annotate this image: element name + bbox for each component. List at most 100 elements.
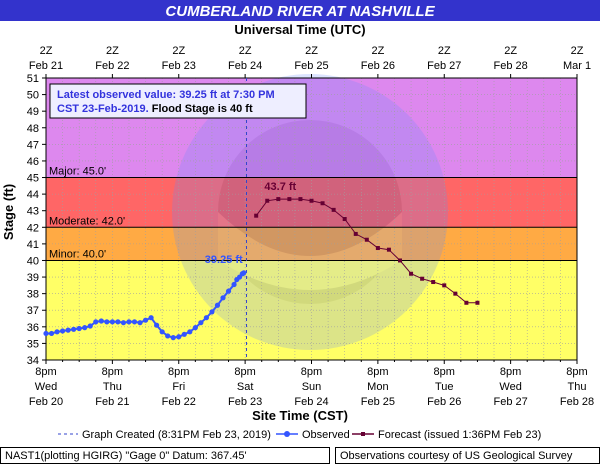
forecast-point <box>320 201 325 206</box>
noaa-seal-wave <box>218 212 402 290</box>
x-tick-label: Feb 28 <box>560 396 594 408</box>
x-tick-label: Sat <box>237 381 254 393</box>
y-axis-ticks: 34 35 36 37 38 39 40 41 42 43 44 45 46 47 48 49 50 51 <box>27 73 46 367</box>
hydrograph-chart: CUMBERLAND RIVER AT NASHVILLE Universal … <box>0 0 600 441</box>
legend-forecast: Forecast (issued 1:36PM Feb 23) <box>378 429 541 441</box>
x-tick-label: Feb 25 <box>361 396 395 408</box>
top-axis-title: Universal Time (UTC) <box>234 22 365 37</box>
x-tick-label: 8pm <box>234 366 255 378</box>
y-tick-label: 43 <box>27 206 39 218</box>
observed-point <box>148 315 154 321</box>
observed-point <box>241 270 247 276</box>
y-tick-label: 46 <box>27 156 39 168</box>
x-top-tick-label: 2Z <box>504 45 517 57</box>
observed-point <box>93 319 99 325</box>
observed-point <box>209 309 215 315</box>
forecast-point <box>298 197 303 202</box>
observed-point <box>181 331 187 337</box>
observed-point <box>87 323 93 329</box>
latest-value-line1: Latest observed value: 39.25 ft at 7:30 … <box>57 89 275 101</box>
legend-observed-marker <box>284 431 290 437</box>
x-top-tick-label: 2Z <box>106 45 119 57</box>
x-top-tick-label: Feb 22 <box>95 60 129 72</box>
y-tick-label: 36 <box>27 322 39 334</box>
latest-value-box <box>49 83 307 119</box>
x-tick-label: 8pm <box>168 366 189 378</box>
forecast-point <box>386 247 391 252</box>
x-top-tick-label: 2Z <box>305 45 318 57</box>
x-tick-label: 8pm <box>566 366 587 378</box>
x-tick-label: Feb 26 <box>427 396 461 408</box>
flood-stage-label: Moderate: 42.0' <box>49 215 125 227</box>
bottom-axis-title: Site Time (CST) <box>252 408 348 423</box>
observed-series <box>43 270 247 341</box>
forecast-point <box>409 271 414 276</box>
observed-point <box>214 302 221 308</box>
y-tick-label: 42 <box>27 222 39 234</box>
forecast-point <box>287 197 292 202</box>
observed-point <box>115 319 121 325</box>
below-flood-zone <box>46 260 577 360</box>
x-tick-label: Feb 23 <box>228 396 262 408</box>
forecast-point <box>254 213 259 218</box>
x-tick-label: 8pm <box>500 366 521 378</box>
observed-point <box>54 329 60 335</box>
forecast-point <box>398 258 402 263</box>
observed-point <box>159 329 165 335</box>
grid-lines <box>45 77 578 361</box>
x-top-tick-label: 2Z <box>40 45 53 57</box>
x-tick-label: 8pm <box>301 366 322 378</box>
y-tick-label: 44 <box>27 189 39 201</box>
flood-stage-label: Major: 45.0' <box>49 166 106 178</box>
observed-point <box>142 317 149 323</box>
observed-point <box>192 325 198 331</box>
forecast-point <box>375 246 380 251</box>
observed-point <box>137 320 143 326</box>
observed-point <box>154 322 160 328</box>
x-top-tick-label: 2Z <box>239 45 252 57</box>
x-tick-label: Wed <box>35 381 57 393</box>
x-tick-label: Thu <box>568 381 587 393</box>
forecast-crest-label: 43.7 ft <box>264 181 296 193</box>
x-axis-ticks-bottom: 8pm Wed Feb 20 8pm Thu Feb 21 8pm Fri Feb 22 8pm S… <box>29 360 594 408</box>
observed-point <box>176 334 182 340</box>
observed-point <box>43 330 49 337</box>
x-tick-label: Feb 27 <box>494 396 528 408</box>
forecast-point <box>364 237 369 242</box>
forecast-point <box>442 283 447 288</box>
x-tick-label: Feb 21 <box>95 396 129 408</box>
x-tick-label: 8pm <box>102 366 123 378</box>
observed-point <box>48 330 55 337</box>
flood-stage-lines <box>46 177 577 261</box>
y-tick-label: 40 <box>27 255 39 267</box>
forecast-point <box>276 197 281 202</box>
y-tick-label: 39 <box>27 272 39 284</box>
observed-point <box>59 328 66 334</box>
observed-point <box>126 319 132 325</box>
legend-forecast-marker <box>361 432 365 436</box>
observed-point <box>104 319 110 325</box>
y-tick-label: 41 <box>27 239 39 251</box>
forecast-point <box>475 300 480 305</box>
observed-point <box>231 281 237 288</box>
observed-point <box>98 318 104 324</box>
observed-point <box>71 326 77 332</box>
y-tick-label: 48 <box>27 123 39 135</box>
x-tick-label: Sun <box>302 381 322 393</box>
observed-point <box>82 325 88 331</box>
x-tick-label: Mon <box>367 381 388 393</box>
noaa-seal-inner <box>218 120 402 304</box>
forecast-point <box>353 231 358 236</box>
y-tick-label: 50 <box>27 90 39 102</box>
observed-point <box>198 320 204 326</box>
forecast-point <box>265 198 270 203</box>
observed-point <box>225 288 232 294</box>
y-tick-label: 49 <box>27 106 39 118</box>
forecast-point <box>420 276 425 281</box>
flood-zones <box>46 78 577 360</box>
x-axis-ticks-top: 2Z Feb 21 2Z Feb 22 2Z Feb 23 2Z Feb 24 2Z Feb 25… <box>29 45 591 78</box>
x-top-tick-label: Feb 27 <box>427 60 461 72</box>
forecast-point <box>431 280 436 285</box>
flood-stage-labels: Major: 45.0' Moderate: 42.0' Minor: 40.0' <box>49 166 125 261</box>
observed-point <box>220 295 226 301</box>
